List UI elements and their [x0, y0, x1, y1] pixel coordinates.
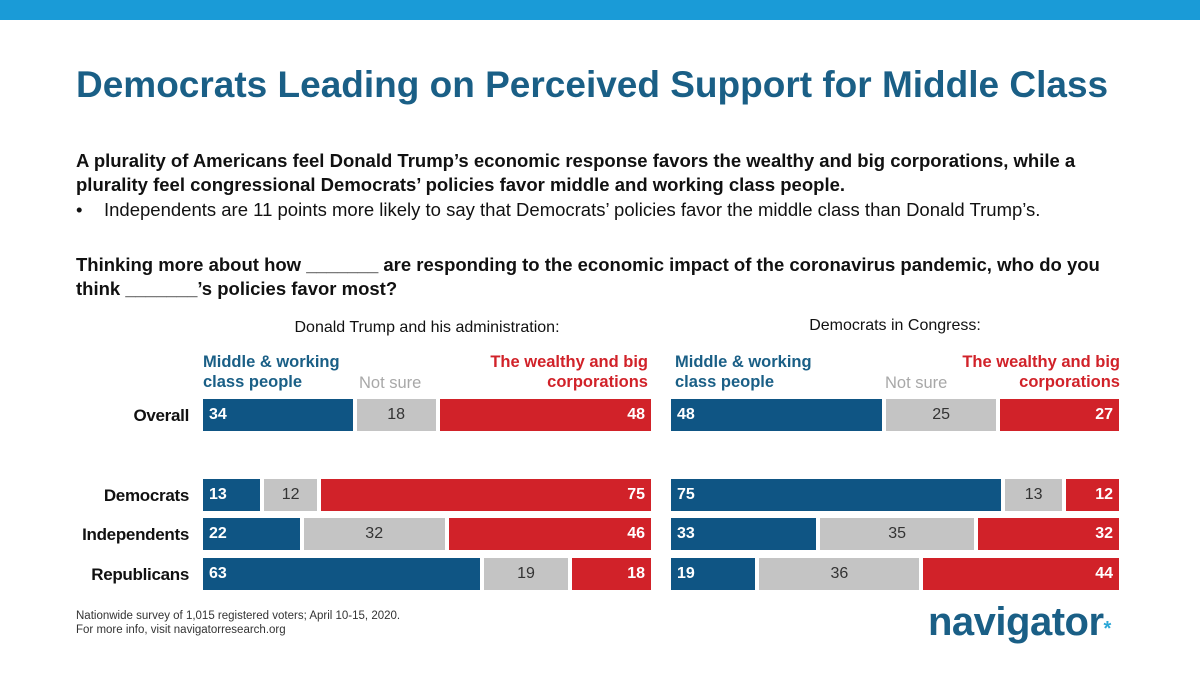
bullet-symbol: •	[76, 199, 83, 220]
democrats-panel-title: Democrats in Congress:	[809, 317, 981, 334]
democrats-legend-middle: Middle & working class people	[675, 353, 812, 391]
trump-bar-independents-middle: 22	[203, 518, 300, 550]
trump-legend-wealthy: The wealthy and big corporations	[490, 353, 648, 391]
trump-bar-independents-not-sure: 32	[303, 518, 445, 550]
trump-legend-not-sure: Not sure	[359, 374, 422, 392]
democrats-bar-overall-middle: 48	[671, 399, 883, 431]
slide-title: Democrats Leading on Perceived Support f…	[76, 64, 1109, 105]
trump-bar-republicans-wealthy: 18	[571, 558, 651, 590]
row-label-independents: Independents	[82, 525, 189, 544]
trump-bar-republicans-middle: 63	[203, 558, 481, 590]
democrats-bar-overall-wealthy: 27	[1000, 399, 1119, 431]
row-label-democrats: Democrats	[103, 486, 189, 505]
democrats-bar-republicans-not-sure: 36	[759, 558, 920, 590]
logo-mark: *	[1103, 618, 1112, 640]
democrats-bar-democrats-wealthy: 12	[1066, 479, 1119, 511]
logo-wordmark: navigator	[928, 600, 1104, 644]
trump-bar-democrats-middle: 13	[203, 479, 261, 511]
trump-panel-title: Donald Trump and his administration:	[294, 319, 560, 336]
trump-bar-overall-middle: 34	[203, 399, 353, 431]
democrats-legend-not-sure: Not sure	[885, 374, 948, 392]
trump-bar-democrats-not-sure: 12	[264, 479, 317, 511]
trump-bar-overall-not-sure: 18	[356, 399, 436, 431]
trump-bar-democrats-wealthy: 75	[321, 479, 651, 511]
bullet-text: Independents are 11 points more likely t…	[104, 199, 1041, 220]
democrats-bar-republicans-middle: 19	[671, 558, 756, 590]
democrats-bar-independents-not-sure: 35	[820, 518, 975, 550]
footnote-source: Nationwide survey of 1,015 registered vo…	[76, 610, 401, 622]
row-label-republicans: Republicans	[91, 565, 189, 584]
trump-legend-middle: Middle & working class people	[203, 353, 340, 391]
democrats-bar-independents-wealthy: 32	[978, 518, 1119, 550]
trump-bar-overall-wealthy: 48	[439, 399, 651, 431]
bullet-point: • Independents are 11 points more likely …	[76, 198, 1114, 222]
trump-bar-independents-wealthy: 46	[448, 518, 651, 550]
democrats-bar-overall-not-sure: 25	[886, 399, 997, 431]
democrats-bar-democrats-not-sure: 13	[1005, 479, 1063, 511]
democrats-bar-independents-middle: 33	[671, 518, 817, 550]
survey-question: Thinking more about how _______ are resp…	[76, 254, 1100, 299]
democrats-bar-republicans-wealthy: 44	[923, 558, 1119, 590]
top-accent-bar	[0, 0, 1200, 20]
trump-bar-republicans-not-sure: 19	[484, 558, 568, 590]
footnote-more-info: For more info, visit navigatorresearch.o…	[76, 624, 286, 636]
slide-subtitle: A plurality of Americans feel Donald Tru…	[76, 150, 1076, 195]
navigator-logo: navigator*	[928, 600, 1111, 645]
democrats-bar-democrats-middle: 75	[671, 479, 1001, 511]
row-label-overall: Overall	[133, 406, 189, 425]
democrats-legend-wealthy: The wealthy and big corporations	[962, 353, 1120, 391]
